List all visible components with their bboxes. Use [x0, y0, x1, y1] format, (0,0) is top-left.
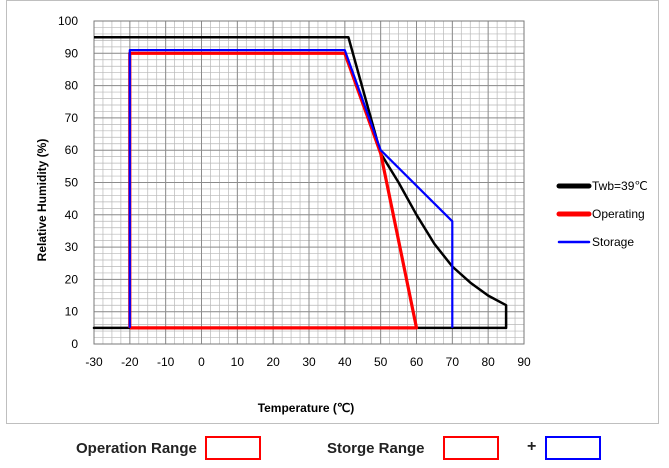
y-tick-label: 60	[65, 143, 79, 157]
y-tick-label: 20	[65, 272, 79, 286]
x-tick-label: 10	[231, 355, 245, 369]
legend-label: Storage	[592, 235, 634, 249]
y-tick-label: 40	[65, 208, 79, 222]
y-tick-label: 10	[65, 305, 79, 319]
plot-series	[92, 35, 508, 330]
chart-frame: -30 -20 -10 0 10 20 30 40 50 60 70 80 90 0 10 20 30 40 50 6…	[6, 0, 659, 424]
x-tick-label: 90	[517, 355, 531, 369]
x-tick-label: -20	[121, 355, 139, 369]
series-line-2	[128, 48, 454, 328]
x-tick-label: 80	[481, 355, 495, 369]
y-tick-label: 70	[65, 111, 79, 125]
storage-range-swatch-red	[443, 436, 499, 460]
x-tick-label: 70	[446, 355, 460, 369]
y-tick-label: 50	[65, 176, 79, 190]
y-tick-label: 30	[65, 240, 79, 254]
y-tick-label: 90	[65, 46, 79, 60]
x-tick-label: 50	[374, 355, 388, 369]
plus-sign: +	[527, 438, 537, 455]
range-legend: Operation Range Storge Range +	[0, 432, 669, 468]
x-tick-label: -30	[85, 355, 103, 369]
tick-labels: -30 -20 -10 0 10 20 30 40 50 60 70 80 90 0 10 20 30 40 50 6…	[58, 14, 531, 369]
operation-range-label: Operation Range	[76, 439, 197, 457]
y-axis-title: Relative Humidity (%)	[35, 139, 49, 262]
legend-label: Operating	[592, 207, 645, 221]
plot-area-border	[93, 20, 525, 345]
operation-range-item: Operation Range	[76, 432, 197, 464]
chart-border	[6, 0, 659, 424]
storage-range-item: Storge Range	[327, 432, 425, 464]
x-tick-label: -10	[157, 355, 175, 369]
operation-range-swatch	[205, 436, 261, 460]
x-tick-label: 60	[410, 355, 424, 369]
storage-range-swatch-blue	[545, 436, 601, 460]
x-axis-title: Temperature (℃)	[258, 401, 355, 415]
legend-label: Twb=39℃	[592, 179, 648, 193]
y-tick-label: 80	[65, 79, 79, 93]
x-tick-label: 30	[302, 355, 316, 369]
storage-range-label: Storge Range	[327, 439, 425, 457]
y-tick-label: 100	[58, 14, 78, 28]
x-tick-label: 0	[198, 355, 205, 369]
x-tick-label: 40	[338, 355, 352, 369]
legend: Twb=39℃ Operating Storage	[556, 179, 648, 249]
y-tick-label: 0	[71, 337, 78, 351]
x-tick-label: 20	[266, 355, 280, 369]
